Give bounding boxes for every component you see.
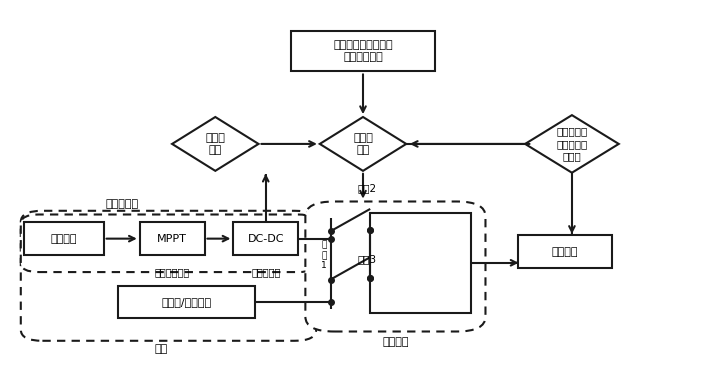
Bar	[518, 235, 611, 268]
Text: MPPT: MPPT	[157, 234, 187, 244]
FancyBboxPatch shape	[306, 201, 486, 331]
Text: 电池: 电池	[155, 344, 168, 354]
Bar	[291, 31, 435, 72]
Text: 升压转换器: 升压转换器	[251, 267, 280, 277]
Polygon shape	[525, 115, 619, 173]
Text: 电池组件: 电池组件	[51, 234, 77, 244]
Polygon shape	[172, 117, 258, 171]
Bar	[139, 222, 205, 255]
Text: DC-DC: DC-DC	[248, 234, 284, 244]
Text: 开
关
1: 开 关 1	[321, 241, 327, 270]
Bar	[233, 222, 298, 255]
Bar	[25, 222, 104, 255]
FancyBboxPatch shape	[21, 215, 316, 272]
Text: 开关2: 开关2	[358, 184, 377, 193]
Polygon shape	[319, 117, 407, 171]
Text: 蓄电池/动力电池: 蓄电池/动力电池	[161, 297, 211, 307]
Bar	[370, 213, 471, 313]
Text: 座椅温度传
感器和温度
比较器: 座椅温度传 感器和温度 比较器	[556, 127, 587, 161]
Text: 电压比
较器: 电压比 较器	[205, 133, 225, 155]
Text: 太阳能控制器: 太阳能控制器	[155, 267, 189, 277]
Text: 开关电路: 开关电路	[382, 337, 409, 346]
Bar	[118, 286, 255, 317]
Text: 加热装置: 加热装置	[552, 247, 578, 257]
Text: 开关3: 开关3	[358, 254, 377, 264]
Text: 开关控
制器: 开关控 制器	[353, 133, 373, 155]
Text: 车辆解锁检测器及车
外温度传感器: 车辆解锁检测器及车 外温度传感器	[333, 40, 393, 62]
Text: 太阳能电池: 太阳能电池	[105, 199, 138, 209]
